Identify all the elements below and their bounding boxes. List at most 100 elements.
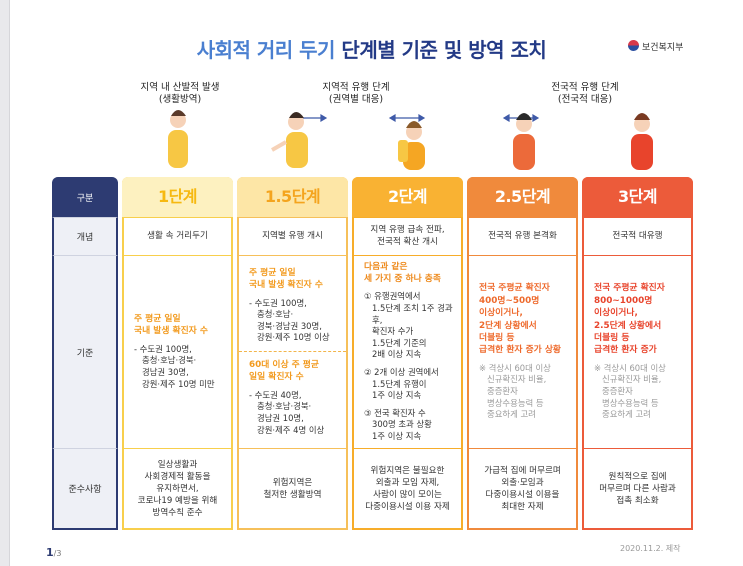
criteria-cell: 전국 주평균 확진자 400명~500명 이상이거나, 2단계 상황에서 더블링 등 급격… xyxy=(467,255,578,448)
compliance-line: 사회경제적 활동을 xyxy=(144,472,211,482)
criteria-line: 급격한 환자 증가 xyxy=(594,345,657,356)
phase-label: 전국적 유행 단계 (전국적 대응) xyxy=(515,82,655,106)
page-total: /3 xyxy=(53,549,62,558)
criteria-line: 전국 주평균 확진자 xyxy=(594,283,665,294)
criteria-line: 경북·경남권 30명, xyxy=(257,320,322,331)
compliance-line: 위험지역은 xyxy=(272,478,313,488)
criteria-group: - 수도권 100명, 충청·호남·경북· 경남권 30명, 강원·제주 10명 미만 xyxy=(134,344,227,390)
criteria-line: 1.5단계 조치 1주 경과 후, xyxy=(372,302,453,325)
criteria-line: 60대 이상 주 평균 xyxy=(249,360,319,370)
row-header: 구분 xyxy=(52,177,118,217)
criteria-line: - 수도권 40명, xyxy=(249,389,302,400)
criteria-line: 800~1000명 xyxy=(594,295,653,306)
criteria-group: - 수도권 40명, 충청·호남·경북· 경남권 10명, 강원·제주 4명 이상 xyxy=(249,390,342,436)
criteria-line: 2배 이상 지속 xyxy=(372,349,422,360)
criteria-line: 세 가지 중 하나 충족 xyxy=(364,273,441,284)
criteria-line: 1.5단계 유행이 xyxy=(372,378,427,389)
concept-line: 전국적 확산 개시 xyxy=(377,237,438,247)
criteria-line: 경남권 30명, xyxy=(142,366,189,377)
compliance-cell: 위험지역은 불필요한 외출과 모임 자제, 사람이 많이 모이는 다중이용시설 이용 … xyxy=(352,448,463,530)
criteria-line: 강원·제주 10명 이상 xyxy=(257,332,330,343)
person xyxy=(168,110,188,168)
criteria-line: 1.5단계 기준의 xyxy=(372,337,427,348)
title: 사회적 거리 두기 단계별 기준 및 방역 조치 xyxy=(0,34,743,63)
title-part: 사회적 거리 두기 xyxy=(196,38,336,62)
row-line xyxy=(469,217,576,218)
criteria-line: 충청·호남· xyxy=(257,309,294,320)
criteria-line: 중증환자 xyxy=(602,385,633,396)
row-line xyxy=(124,255,231,256)
concept-line: 생활 속 거리두기 xyxy=(147,231,208,241)
criteria-line: 강원·제주 10명 미만 xyxy=(142,378,215,389)
compliance-line: 다중이용시설 이용을 xyxy=(485,490,560,500)
column-frame xyxy=(582,177,693,530)
criteria-line: 더블링 등 xyxy=(479,332,515,343)
row-line xyxy=(469,448,576,449)
criteria-line: ② 2개 이상 권역에서 xyxy=(364,366,439,377)
criteria-line: 병상수용능력 등 xyxy=(602,397,659,408)
phase-line: 전국적 유행 단계 xyxy=(551,82,619,93)
divider xyxy=(239,351,346,352)
compliance-line: 사람이 많이 모이는 xyxy=(373,490,442,500)
person xyxy=(631,113,653,170)
criteria-line: 충청·호남·경북· xyxy=(257,401,312,412)
illustration xyxy=(168,110,653,170)
phase-label: 지역적 유행 단계 (권역별 대응) xyxy=(286,82,426,106)
person xyxy=(513,113,535,170)
concept-cell: 생활 속 거리두기 xyxy=(122,217,233,255)
phase-line: 지역적 유행 단계 xyxy=(322,82,390,93)
row-header: 기준 xyxy=(52,255,118,448)
criteria-line: 일일 확진자 수 xyxy=(249,372,304,383)
concept-line: 지역별 유행 개시 xyxy=(262,231,323,241)
compliance-line: 철저한 생활방역 xyxy=(263,490,322,500)
column-frame xyxy=(122,177,233,530)
stage-header: 1단계 xyxy=(122,177,233,217)
row-line xyxy=(584,255,691,256)
criteria-line: 다음과 같은 xyxy=(364,261,408,272)
phase-line: (권역별 대응) xyxy=(328,94,384,105)
criteria-line: 급격한 환자 증가 상황 xyxy=(479,345,562,356)
concept-cell: 전국적 유행 본격화 xyxy=(467,217,578,255)
criteria-line: 2단계 상황에서 xyxy=(479,320,537,331)
logo: 보건복지부 xyxy=(642,43,684,53)
compliance-line: 가급적 집에 머무르며 xyxy=(484,466,561,476)
column-frame xyxy=(467,177,578,530)
criteria-line: 국내 발생 확진자 수 xyxy=(134,326,208,337)
compliance-line: 코로나19 예방을 위해 xyxy=(137,496,218,506)
row-line xyxy=(239,217,346,218)
compliance-line: 원칙적으로 집에 xyxy=(608,472,667,482)
phase-line: (생활방역) xyxy=(158,94,202,105)
row-header: 개념 xyxy=(52,217,118,255)
phase-line: (전국적 대응) xyxy=(557,94,613,105)
concept-cell: 전국적 대유행 xyxy=(582,217,693,255)
concept-line: 전국적 대유행 xyxy=(612,231,663,241)
criteria-group: ① 유행권역에서 1.5단계 조치 1주 경과 후, 확진자 수가 1.5단계 기준의… xyxy=(364,291,457,361)
concept-cell: 지역 유행 급속 전파, 전국적 확산 개시 xyxy=(352,217,463,255)
criteria-line: 확진자 수가 xyxy=(372,326,414,337)
criteria-line: 신규확진자 비율, xyxy=(602,374,662,385)
row-header: 준수사항 xyxy=(52,448,118,530)
criteria-group: ③ 전국 확진자 수 300명 초과 상황 1주 이상 지속 xyxy=(364,408,457,443)
criteria-line: 병상수용능력 등 xyxy=(487,397,544,408)
logo-mark xyxy=(628,40,639,51)
phase-label: 지역 내 산발적 발생 (생활방역) xyxy=(110,82,250,106)
criteria-line: ※ 격상시 60대 이상 xyxy=(594,362,666,373)
criteria-line: 이상이거나, xyxy=(479,308,523,319)
compliance-line: 다중이용시설 이용 자제 xyxy=(365,502,450,512)
criteria-line: 강원·제주 4명 이상 xyxy=(257,424,325,435)
criteria-line: 400명~500명 xyxy=(479,295,540,306)
column-frame xyxy=(237,177,348,530)
compliance-line: 머무르며 다른 사람과 xyxy=(599,484,676,494)
criteria-group: 전국 주평균 확진자 800~1000명 이상이거나, 2.5단계 상황에서 더블링 등… xyxy=(594,282,687,356)
date: 2020.11.2. 제작 xyxy=(620,544,681,553)
arrows xyxy=(290,113,540,123)
criteria-line: ③ 전국 확진자 수 xyxy=(364,407,426,418)
criteria-group: 주 평균 일일 국내 발생 확진자 수 xyxy=(249,267,342,292)
compliance-line: 접촉 최소화 xyxy=(616,496,659,506)
page-current: 1 xyxy=(46,546,54,559)
